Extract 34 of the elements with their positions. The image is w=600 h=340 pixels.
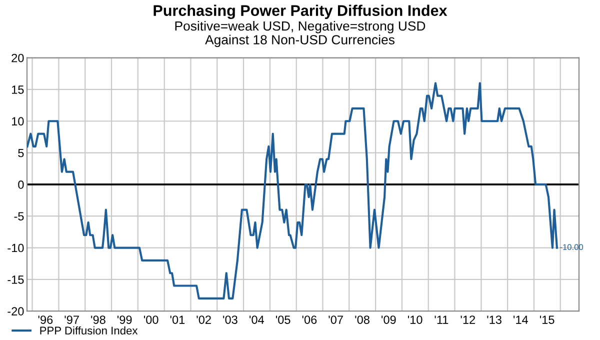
y-tick-label: 15 [12,86,24,94]
x-tick-label: '06 [302,316,317,324]
chart-subtitle: Positive=weak USD, Negative=strong USD Against 18 Non-USD Currencies [175,20,426,48]
chart-title: Purchasing Power Parity Diffusion Index [154,4,448,20]
x-tick-label: '05 [276,316,290,324]
x-tick-label: '13 [487,316,502,324]
x-tick-label: '02 [196,316,211,324]
line-series [27,82,558,300]
y-tick-label: -10 [8,244,24,252]
x-tick-label: '09 [382,316,396,324]
x-tick-label: '97 [64,316,79,324]
x-tick-label: '00 [144,316,158,324]
x-tick-label: '10 [408,316,422,324]
y-tick-label: 0 [18,180,24,189]
x-tick-label: '04 [250,316,264,324]
y-tick-label: 10 [12,117,24,126]
y-tick-label: -20 [8,307,24,316]
x-tick-label: '07 [328,316,343,324]
x-tick-label: '12 [460,316,475,324]
x-tick-label: '99 [118,316,132,324]
x-tick-label: '15 [540,316,554,324]
x-tick-label: '14 [514,316,528,324]
y-tick-label: -5 [14,212,24,221]
x-tick-label: '98 [91,316,106,324]
x-tick-label: '11 [434,316,448,324]
x-tick-label: '03 [223,316,238,324]
annotation: -10.00 [560,244,584,250]
y-tick-label: -15 [8,276,24,284]
x-tick-label: '08 [355,316,370,324]
x-tick-label: '96 [38,316,53,324]
legend-label: PPP Diffusion Index [40,326,138,335]
y-tick-label: 5 [18,148,24,158]
x-tick-label: '01 [170,316,185,324]
y-tick-label: 20 [12,54,24,62]
